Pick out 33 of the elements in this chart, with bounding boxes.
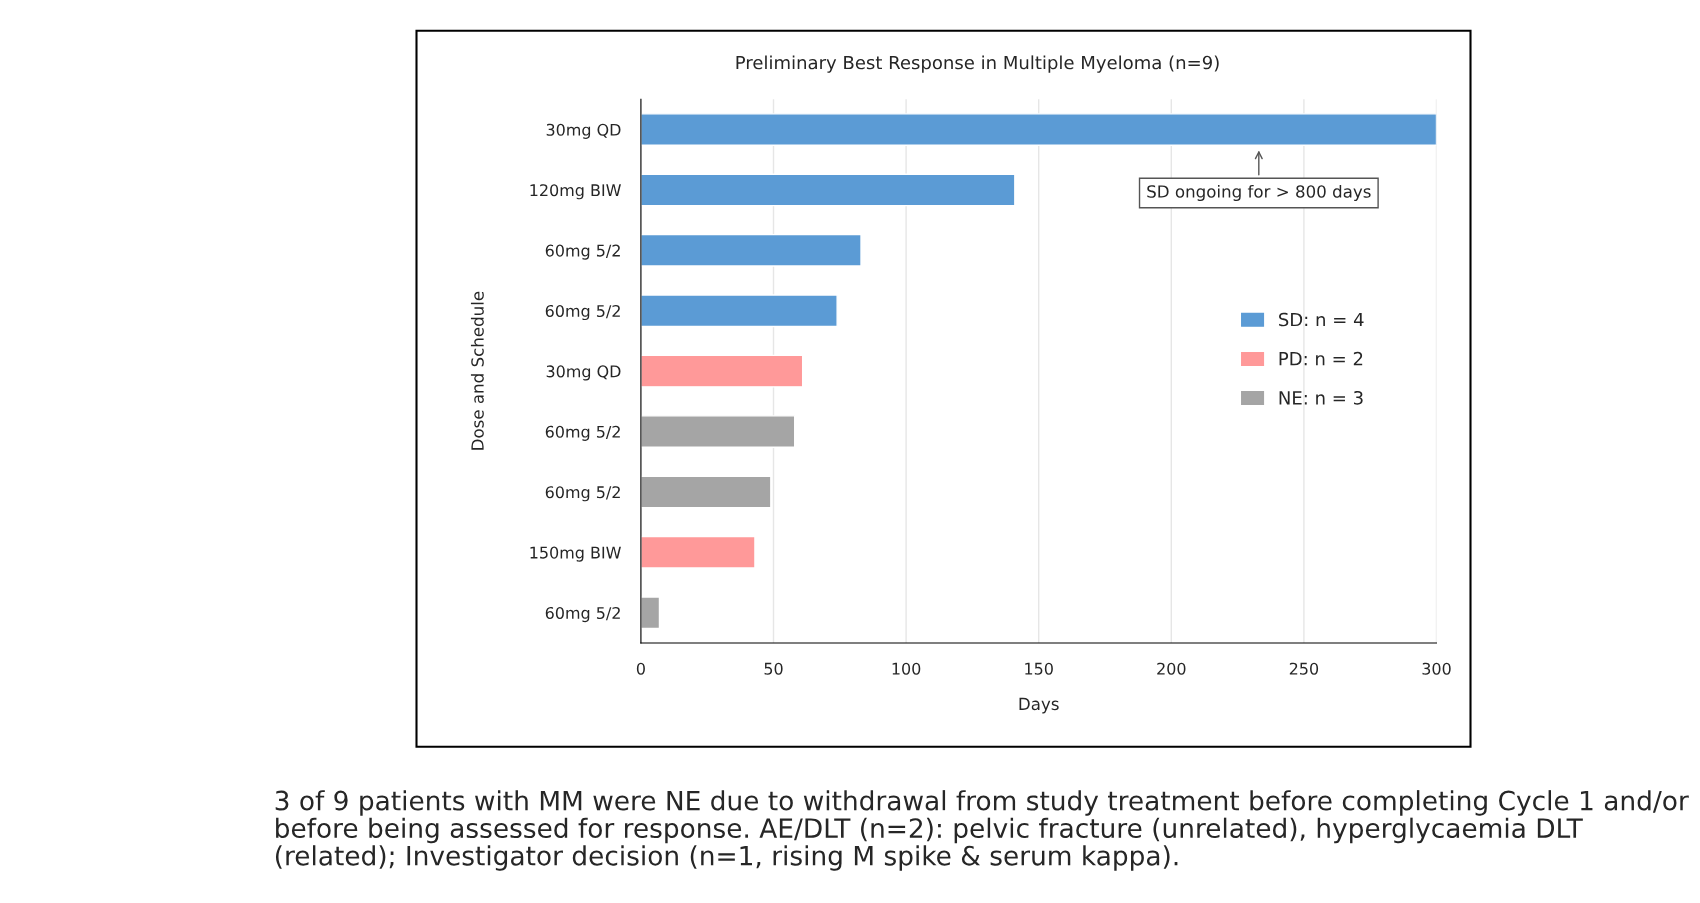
annotation: SD ongoing for > 800 days [1147,184,1371,202]
y-tick-label: 30mg QD [546,365,621,381]
bar [640,415,796,448]
legend-label: NE: n = 3 [1279,390,1363,405]
y-tick-label: 120mg BIW [530,184,621,200]
bar [640,173,1016,207]
x-tick-label: 50 [764,662,783,675]
bar [640,233,862,267]
bar [640,596,661,630]
y-tick-label: 60mg 5/2 [545,486,620,502]
chart-title: Preliminary Best Response in Multiple Myeloma (n=9) [736,55,1219,73]
legend-label: PD: n = 2 [1279,351,1363,366]
bar [640,535,756,569]
bar [640,354,804,388]
x-tick-label: 300 [1422,662,1451,675]
x-tick-label: 100 [892,662,921,675]
legend-label: SD: n = 4 [1279,312,1364,327]
y-tick-label: 30mg QD [546,123,621,139]
y-tick-label: 150mg BIW [530,546,621,562]
x-tick-label: 150 [1025,662,1053,675]
bar [640,475,772,509]
text: 3 of 9 patients with MM were NE due to withdrawal from study treatment before completing Cycle 1 and/or before being assessed for response. AE/DLT (n=2): pelvic fracture (unrelated), hyperglycaemia DLT (related); Investigator decision (n=1, rising M spike & serum kappa). [275,790,1689,871]
y-tick-label: 60mg 5/2 [545,606,620,623]
x-tick-label: 200 [1157,662,1186,675]
x-axis-title: Days [1019,697,1059,714]
x-tick-label: 250 [1289,662,1319,675]
y-tick-label: 60mg 5/2 [545,304,620,321]
x-tick-label: 0 [636,662,645,675]
y-tick-label: 60mg 5/2 [545,425,620,441]
bar [640,113,1437,146]
bar [640,294,838,328]
y-axis-title: Dose and Schedule [470,291,484,450]
y-tick-label: 60mg 5/2 [545,244,620,260]
